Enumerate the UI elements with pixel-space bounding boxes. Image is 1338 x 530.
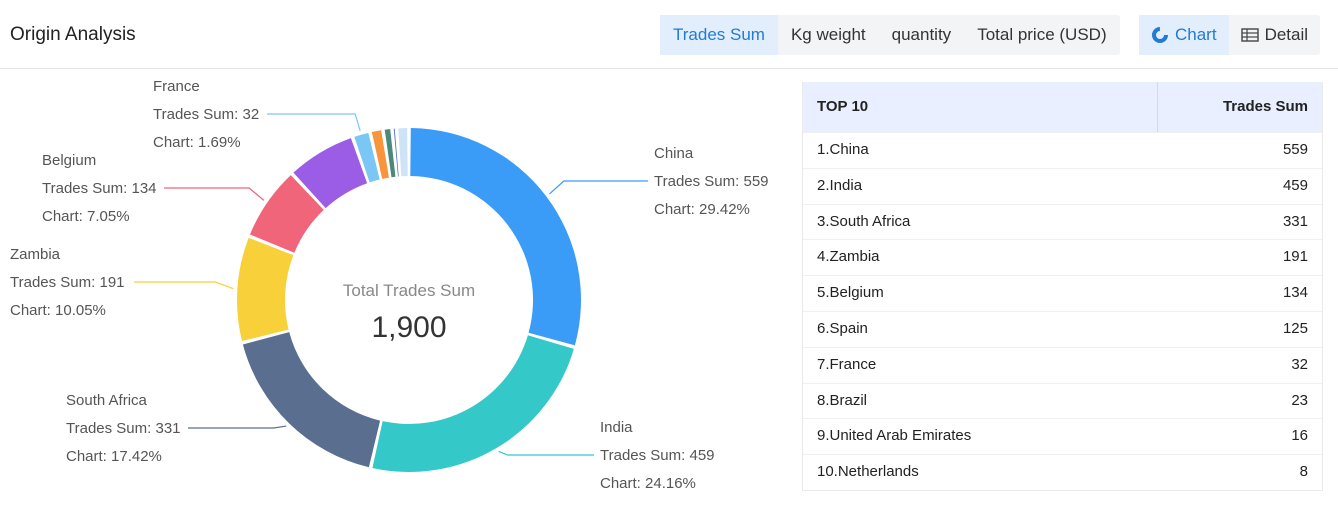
row-value: 134 [1282,284,1308,302]
row-name: 7.France [817,355,877,373]
tab-chart-label: Chart [1175,25,1217,44]
label-value-belgium: Trades Sum: 134 [42,180,157,197]
leader-line-zambia [134,281,234,290]
label-name-zambia: Zambia [10,246,61,263]
label-name-france: France [153,78,200,95]
label-pct-belgium: Chart: 7.05% [42,208,130,225]
table-row: 10.Netherlands 8 [803,454,1322,490]
label-value-india: Trades Sum: 459 [600,447,715,464]
slice-spain[interactable] [293,138,368,209]
label-value-south-africa: Trades Sum: 331 [66,420,181,437]
slice-china[interactable] [410,128,581,346]
leader-line-india [498,450,594,456]
table-row: 3.South Africa 331 [803,203,1322,240]
label-value-france: Trades Sum: 32 [153,106,259,123]
row-name: 4.Zambia [817,248,880,266]
table-row: 2.India 459 [803,167,1322,204]
row-value: 16 [1291,427,1308,445]
page-title: Origin Analysis [10,24,136,45]
label-name-india: India [600,419,633,436]
label-pct-china: Chart: 29.42% [654,201,750,218]
tab-kg-weight[interactable]: Kg weight [790,25,866,44]
slice-belgium[interactable] [249,175,324,253]
tab-quantity[interactable]: quantity [891,25,952,44]
label-pct-zambia: Chart: 10.05% [10,302,106,319]
row-value: 331 [1282,212,1308,230]
tab-detail-label: Detail [1264,25,1309,44]
row-value: 559 [1282,141,1308,158]
table-row: 7.France 32 [803,346,1322,383]
tab-detail[interactable]: Detail [1229,15,1320,55]
table-icon [1240,28,1259,42]
center-value: 1,900 [371,311,446,344]
slice-brazil[interactable] [371,130,389,179]
row-name: 5.Belgium [817,284,884,302]
metric-tabs: Trades Sum Kg weight quantity Total pric… [660,15,1120,55]
table-row: 6.Spain 125 [803,310,1322,347]
header: Origin Analysis Trades Sum Kg weight qua… [0,0,1338,69]
row-name: 9.United Arab Emirates [817,427,972,445]
header-rank: TOP 10 [803,82,1158,132]
donut-chart: China Trades Sum: 559 Chart: 29.42% India Tr… [10,78,769,492]
slice-united-arab-emirates[interactable] [384,129,396,178]
slice-other[interactable] [398,128,408,177]
row-name: 1.China [817,141,869,158]
row-value: 23 [1291,391,1308,409]
label-value-zambia: Trades Sum: 191 [10,274,125,291]
table-row: 4.Zambia 191 [803,239,1322,275]
slice-india[interactable] [372,335,574,472]
slice-south-africa[interactable] [242,332,381,468]
slice-france[interactable] [354,132,380,183]
tab-total-price[interactable]: Total price (USD) [977,25,1107,44]
row-value: 125 [1282,319,1308,337]
row-name: 10.Netherlands [817,463,919,481]
row-name: 2.India [817,176,863,194]
label-name-south-africa: South Africa [66,392,148,409]
slice-zambia[interactable] [237,237,294,342]
table-row: 5.Belgium 134 [803,275,1322,311]
slice-netherlands[interactable] [393,128,399,177]
table-row: 9.United Arab Emirates 16 [803,418,1322,454]
label-pct-france: Chart: 1.69% [153,134,241,151]
center-label: Total Trades Sum [343,281,475,300]
top10-table: TOP 10 Trades Sum 1.China 559 2.India 459 3.… [802,82,1323,491]
row-name: 3.South Africa [817,212,911,230]
table-row: 1.China 559 [803,132,1322,168]
label-pct-india: Chart: 24.16% [600,475,696,492]
row-value: 459 [1282,176,1308,194]
table-row: 8.Brazil 23 [803,382,1322,419]
tab-trades-sum[interactable]: Trades Sum [660,15,778,55]
header-value: Trades Sum [1222,98,1308,115]
label-name-belgium: Belgium [42,152,96,169]
table-header: TOP 10 Trades Sum [803,82,1322,132]
row-value: 32 [1291,355,1308,373]
leader-line-france [267,113,361,132]
row-value: 191 [1282,248,1308,266]
leader-line-south-africa [188,425,287,429]
donut-chart-icon [1152,27,1168,43]
label-name-china: China [654,145,694,162]
label-pct-south-africa: Chart: 17.42% [66,448,162,465]
tab-chart[interactable]: Chart [1139,15,1229,55]
view-tabs: Chart Detail [1139,15,1321,55]
row-name: 6.Spain [817,319,868,337]
label-value-china: Trades Sum: 559 [654,173,769,190]
row-value: 8 [1299,463,1308,481]
leader-line-belgium [164,187,265,201]
row-name: 8.Brazil [817,391,868,409]
leader-line-china [549,180,648,195]
